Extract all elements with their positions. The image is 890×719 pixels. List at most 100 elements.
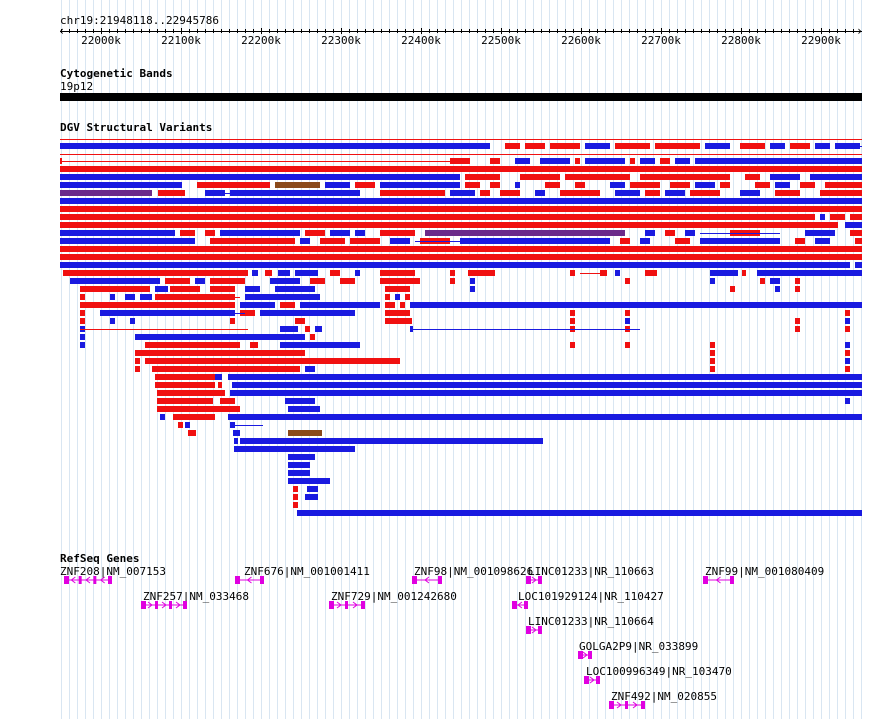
grid-line: [693, 0, 694, 719]
gene-model[interactable]: [584, 674, 600, 686]
grid-line: [365, 0, 366, 719]
grid-line: [453, 0, 454, 719]
ruler-tick: [253, 29, 254, 33]
gene-model[interactable]: [609, 699, 645, 711]
ruler-tick: [173, 29, 174, 33]
grid-line: [405, 0, 406, 719]
ruler-tick: [165, 29, 166, 33]
gene-model[interactable]: [512, 599, 528, 611]
grid-line: [677, 0, 678, 719]
grid-line: [837, 0, 838, 719]
grid-line: [277, 0, 278, 719]
dgv-track-title[interactable]: DGV Structural Variants: [60, 121, 213, 134]
ruler-tick: [589, 29, 590, 33]
grid-line: [301, 0, 302, 719]
gene-model[interactable]: [526, 624, 542, 636]
grid-line: [549, 0, 550, 719]
refseq-track-title[interactable]: RefSeq Genes: [60, 552, 140, 565]
tick-label: 22000k: [81, 34, 121, 47]
ruler-tick: [349, 29, 350, 33]
gene-label[interactable]: LINC01233|NR_110663: [528, 565, 654, 578]
grid-lines: [60, 0, 862, 719]
grid-line: [293, 0, 294, 719]
grid-line: [357, 0, 358, 719]
ruler-tick: [805, 29, 806, 33]
gene-label[interactable]: LINC01233|NR_110664: [528, 615, 654, 628]
ruler-tick: [181, 28, 182, 34]
gene-model[interactable]: [235, 574, 264, 586]
ruler-tick: [629, 29, 630, 33]
gene-label[interactable]: ZNF257|NM_033468: [143, 590, 249, 603]
ruler-tick: [109, 29, 110, 33]
gene-label[interactable]: GOLGA2P9|NR_033899: [579, 640, 699, 653]
grid-line: [517, 0, 518, 719]
grid-line: [701, 0, 702, 719]
gene-model[interactable]: [329, 599, 365, 611]
grid-line: [205, 0, 206, 719]
grid-line: [117, 0, 118, 719]
grid-line: [765, 0, 766, 719]
ruler-tick: [325, 29, 326, 33]
grid-line: [285, 0, 286, 719]
gene-label[interactable]: ZNF492|NM_020855: [611, 690, 717, 703]
gene-model[interactable]: [412, 574, 442, 586]
gene-label[interactable]: LOC100996349|NR_103470: [586, 665, 732, 678]
ruler-tick: [853, 29, 854, 33]
ruler-tick: [93, 29, 94, 33]
ruler-tick: [69, 29, 70, 33]
grid-line: [485, 0, 486, 719]
gene-model[interactable]: [578, 649, 592, 661]
grid-line: [213, 0, 214, 719]
ruler-tick: [765, 29, 766, 33]
grid-line: [845, 0, 846, 719]
grid-line: [101, 0, 102, 719]
tick-label: 22900k: [801, 34, 841, 47]
tick-label: 22100k: [161, 34, 201, 47]
grid-line: [757, 0, 758, 719]
grid-line: [469, 0, 470, 719]
position-ruler[interactable]: ‹ › 22000k 22100k 22200k 22300k 22400k 2…: [58, 24, 864, 48]
grid-line: [181, 0, 182, 719]
gene-label[interactable]: ZNF208|NM_007153: [60, 565, 166, 578]
gene-label[interactable]: ZNF99|NM_001080409: [705, 565, 825, 578]
ruler-tick: [525, 29, 526, 33]
ruler-tick: [301, 29, 302, 33]
grid-line: [93, 0, 94, 719]
grid-line: [493, 0, 494, 719]
grid-line: [525, 0, 526, 719]
gene-label[interactable]: ZNF676|NM_001001411: [244, 565, 370, 578]
grid-line: [461, 0, 462, 719]
grid-line: [669, 0, 670, 719]
ruler-tick: [501, 28, 502, 34]
ruler-tick: [365, 29, 366, 33]
tick-label: 22200k: [241, 34, 281, 47]
ruler-tick: [293, 29, 294, 33]
ruler-tick: [693, 29, 694, 33]
grid-line: [829, 0, 830, 719]
grid-line: [437, 0, 438, 719]
gene-model[interactable]: [703, 574, 734, 586]
ruler-tick: [493, 29, 494, 33]
ruler-tick: [677, 29, 678, 33]
gene-model[interactable]: [64, 574, 112, 586]
ruler-tick: [821, 28, 822, 34]
grid-line: [589, 0, 590, 719]
ruler-tick: [485, 29, 486, 33]
grid-line: [533, 0, 534, 719]
cytoband-bar[interactable]: [60, 93, 862, 101]
gene-label[interactable]: ZNF729|NM_001242680: [331, 590, 457, 603]
grid-line: [573, 0, 574, 719]
ruler-tick: [237, 29, 238, 33]
gene-model[interactable]: [141, 599, 187, 611]
ruler-right-arrow-icon[interactable]: ›: [856, 24, 864, 38]
cytoband-track-title[interactable]: Cytogenetic Bands: [60, 67, 173, 80]
ruler-tick: [549, 29, 550, 33]
grid-line: [149, 0, 150, 719]
grid-line: [661, 0, 662, 719]
gene-label[interactable]: LOC101929124|NR_110427: [518, 590, 664, 603]
gene-label[interactable]: ZNF98|NM_001098626: [414, 565, 534, 578]
ruler-tick: [205, 29, 206, 33]
ruler-tick: [733, 29, 734, 33]
ruler-tick: [317, 29, 318, 33]
gene-model[interactable]: [526, 574, 542, 586]
